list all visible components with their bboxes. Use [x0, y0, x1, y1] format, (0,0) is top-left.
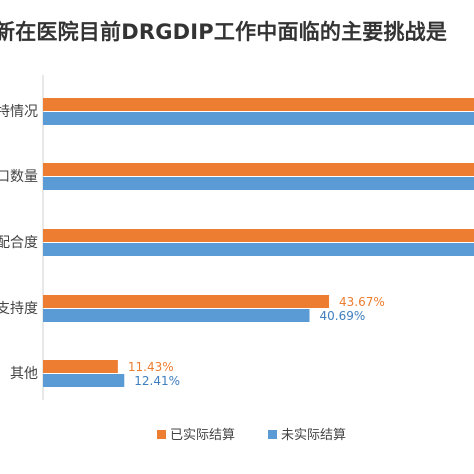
- legend: 已实际结算 未实际结算: [157, 428, 346, 443]
- data-label: 43.67%: [339, 295, 385, 309]
- bar: [43, 177, 474, 190]
- legend-label: 未实际结算: [281, 428, 346, 443]
- bar: [43, 360, 118, 373]
- bar: [43, 229, 474, 242]
- category-label: 配合度: [0, 235, 38, 251]
- data-label: 40.69%: [320, 309, 366, 323]
- bar: [43, 112, 474, 125]
- category-label: 口数量: [0, 169, 38, 185]
- category-label: 特情况: [0, 104, 38, 120]
- bars-layer: [43, 98, 474, 387]
- bar: [43, 163, 474, 176]
- category-label: 其他: [10, 366, 38, 382]
- bar: [43, 309, 310, 322]
- legend-label: 已实际结算: [170, 428, 235, 443]
- data-label: 12.41%: [134, 374, 180, 388]
- bar: [43, 243, 474, 256]
- bar: [43, 374, 125, 387]
- bar: [43, 98, 474, 111]
- legend-swatch: [157, 430, 166, 439]
- legend-swatch: [268, 430, 277, 439]
- data-label: 11.43%: [128, 360, 174, 374]
- bar: [43, 295, 330, 308]
- chart-title: 新在医院目前DRGDIP工作中面临的主要挑战是: [0, 20, 448, 44]
- category-label: 支持度: [0, 301, 38, 317]
